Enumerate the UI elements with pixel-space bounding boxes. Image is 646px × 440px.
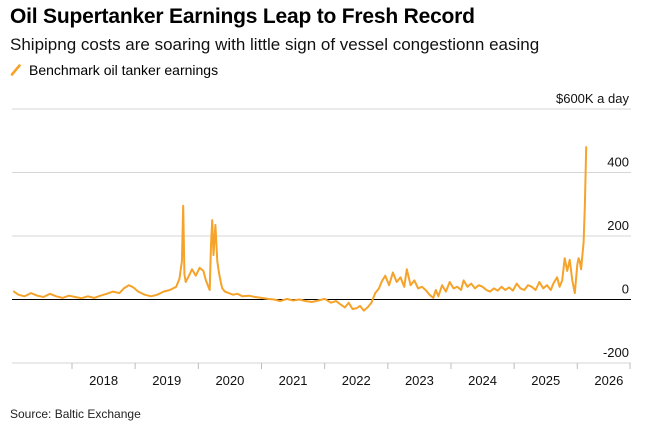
y-tick-label: $600K a day (556, 91, 630, 106)
x-tick-label: 2022 (342, 373, 371, 388)
chart-legend: Benchmark oil tanker earnings (10, 62, 218, 78)
y-tick-label: -200 (603, 345, 629, 360)
x-axis-labels: 2018 2019 2020 2021 2022 2023 2024 2025 2026 (89, 373, 623, 388)
legend-swatch-icon (10, 64, 21, 76)
series-lines (12, 146, 588, 312)
y-axis-labels: -200 0 200 400 $600K a day (556, 91, 630, 360)
source-note: Source: Baltic Exchange (10, 407, 141, 421)
y-tick-label: 400 (607, 155, 629, 170)
legend-label: Benchmark oil tanker earnings (29, 62, 219, 78)
y-tick-label: 200 (607, 218, 629, 233)
x-tick-label: 2021 (279, 373, 308, 388)
x-tick-label: 2018 (89, 373, 118, 388)
chart-subtitle: Shipipng costs are soaring with little s… (10, 35, 540, 54)
grid-lines (12, 108, 631, 369)
chart-title: Oil Supertanker Earnings Leap to Fresh R… (10, 5, 475, 28)
y-tick-label: 0 (622, 282, 629, 297)
x-tick-label: 2025 (531, 373, 560, 388)
x-tick-label: 2020 (215, 373, 244, 388)
series-line-benchmark-earnings (12, 146, 588, 312)
x-tick-label: 2019 (152, 373, 181, 388)
x-tick-label: 2023 (405, 373, 434, 388)
x-tick-label: 2026 (594, 373, 623, 388)
x-tick-label: 2024 (468, 373, 497, 388)
